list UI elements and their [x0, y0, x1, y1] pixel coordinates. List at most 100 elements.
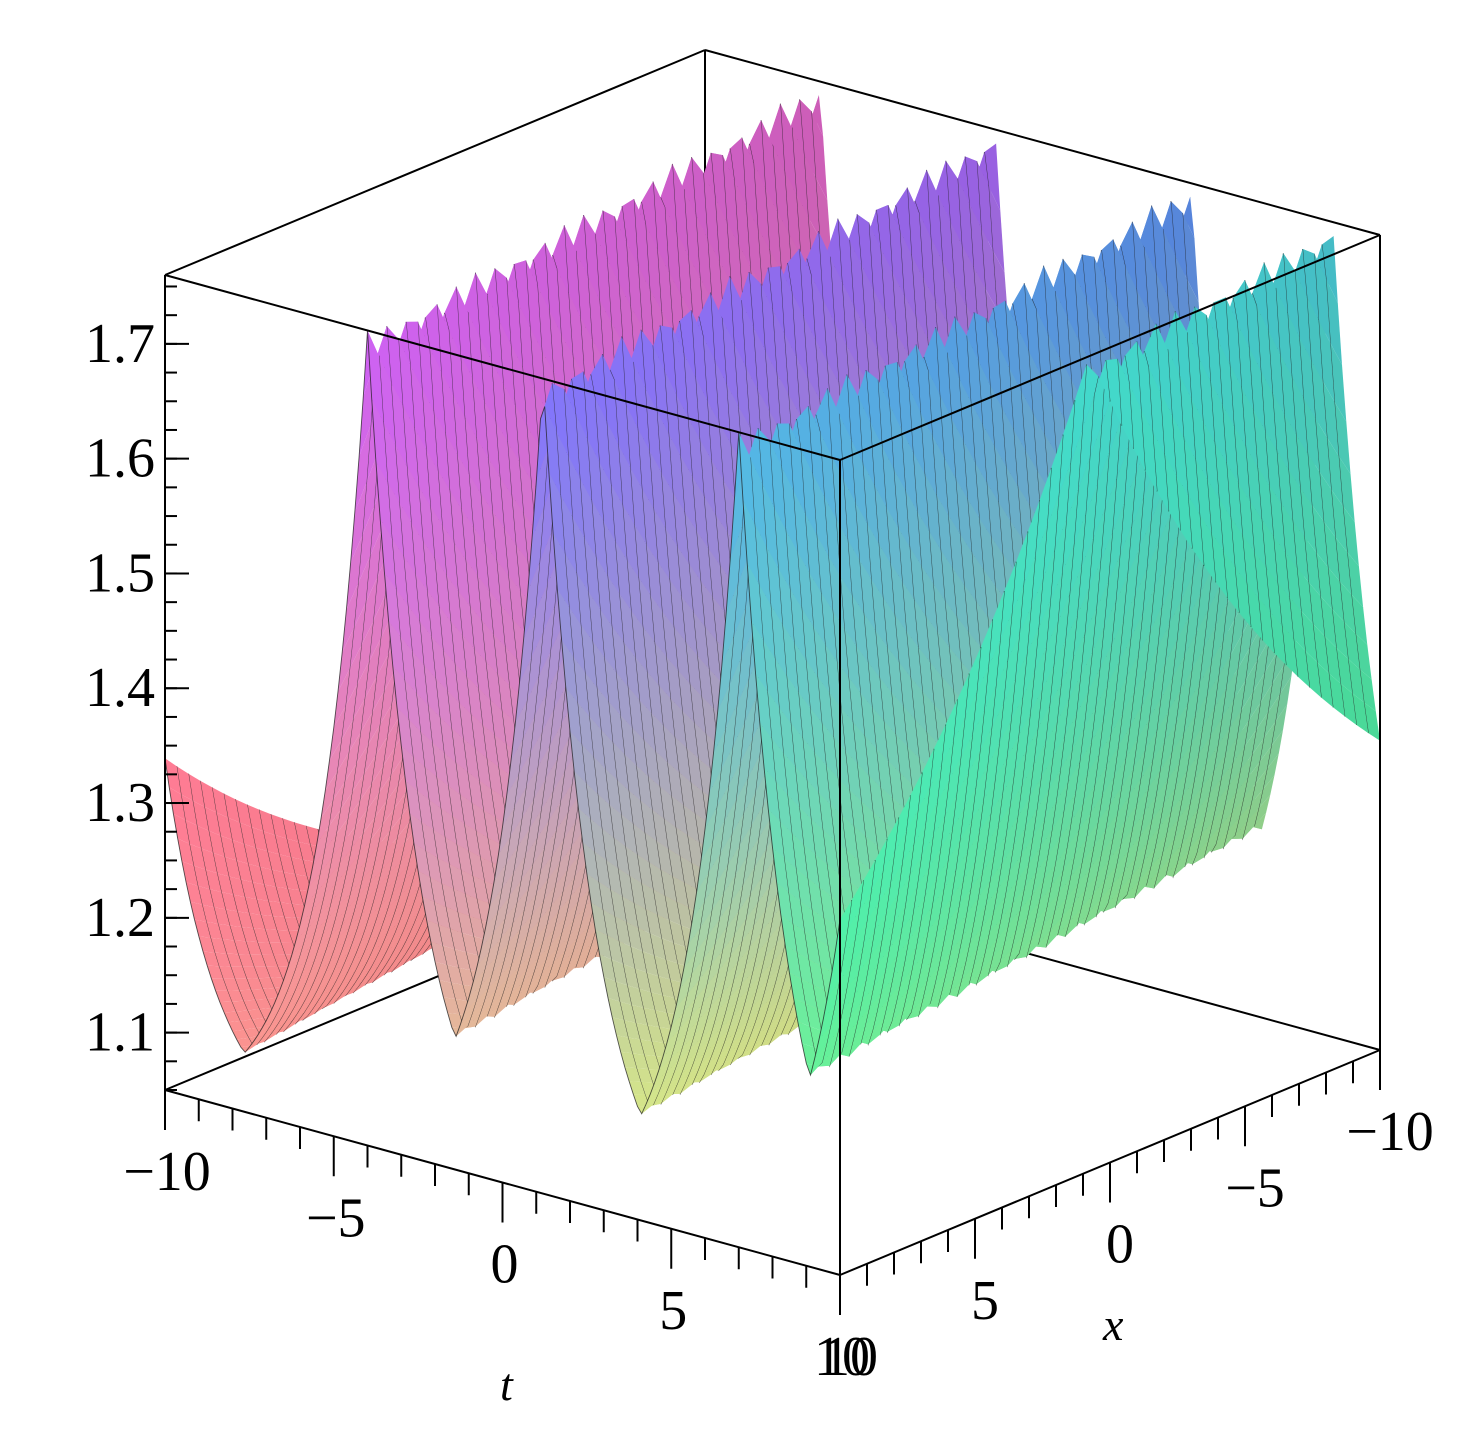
surface-facet — [1245, 446, 1262, 520]
surface-facet — [1172, 415, 1188, 496]
surface-facet — [899, 230, 916, 317]
surface-facet — [1254, 551, 1271, 612]
surface-facet — [1163, 230, 1180, 319]
surface-facet — [765, 187, 782, 272]
surface-facet — [993, 300, 1010, 368]
surface-facet — [1320, 596, 1337, 648]
surface-facet — [1143, 771, 1160, 814]
surface-facet — [1072, 692, 1088, 751]
surface-facet — [1168, 656, 1185, 712]
surface-facet — [703, 172, 720, 262]
surface-facet — [1128, 750, 1145, 798]
surface-facet — [919, 213, 935, 301]
surface-facet — [1028, 820, 1045, 865]
surface-facet — [1149, 663, 1165, 720]
surface-facet — [1063, 762, 1080, 813]
surface-facet — [1268, 330, 1285, 415]
surface-facet — [1082, 254, 1099, 324]
surface-facet — [1316, 552, 1333, 610]
surface-facet — [950, 220, 966, 306]
surface-facet — [861, 264, 878, 350]
surface-facet — [564, 225, 581, 317]
surface-facet — [1132, 221, 1149, 313]
surface-facet — [799, 99, 816, 178]
surface-facet — [1170, 772, 1187, 813]
surface-facet — [1039, 864, 1056, 902]
surface-facet — [1080, 608, 1097, 677]
surface-facet — [1098, 700, 1115, 756]
surface-facet — [1127, 862, 1143, 895]
surface-facet — [818, 231, 835, 323]
surface-facet — [1200, 801, 1217, 836]
surface-facet — [1070, 839, 1087, 879]
surface-facet — [1093, 452, 1110, 539]
surface-facet — [1254, 794, 1271, 826]
surface-facet — [1252, 262, 1269, 331]
surface-facet — [1185, 788, 1202, 826]
surface-facet — [1175, 255, 1192, 341]
surface-facet — [1236, 692, 1253, 739]
surface-facet — [1057, 659, 1073, 723]
surface-facet — [1142, 542, 1159, 615]
surface-facet — [988, 186, 1005, 273]
surface-facet — [868, 222, 885, 312]
surface-facet — [626, 241, 643, 328]
surface-facet — [1175, 311, 1192, 399]
surface-facet — [1170, 201, 1187, 280]
surface-facet — [1086, 795, 1103, 840]
surface-facet — [664, 207, 681, 295]
surface-facet — [1148, 742, 1165, 789]
surface-facet — [1188, 495, 1204, 566]
surface-facet — [1024, 283, 1041, 374]
surface-facet — [1093, 805, 1110, 847]
surface-facet — [1030, 907, 1047, 941]
surface-facet — [1198, 708, 1215, 755]
surface-facet — [1067, 729, 1084, 783]
surface-facet — [1052, 699, 1069, 758]
surface-facet — [1239, 783, 1256, 818]
surface-facet — [1332, 609, 1349, 659]
surface-facet — [1199, 626, 1216, 684]
surface-facet — [1211, 603, 1227, 664]
surface-facet — [1053, 921, 1070, 937]
surface-facet — [1144, 699, 1161, 751]
surface-facet — [1079, 707, 1096, 763]
surface-facet — [976, 161, 993, 251]
surface-facet — [1035, 830, 1052, 873]
surface-facet — [1116, 829, 1133, 867]
surface-facet — [1051, 258, 1068, 317]
surface-facet — [552, 225, 569, 294]
surface-facet — [990, 384, 1006, 467]
surface-facet — [978, 360, 995, 446]
surface-facet — [1322, 381, 1339, 457]
surface-facet — [974, 312, 990, 385]
surface-facet — [1158, 839, 1174, 872]
surface-facet — [784, 333, 801, 416]
surface-facet — [1267, 730, 1283, 769]
surface-facet — [1132, 788, 1149, 830]
surface-facet — [1102, 747, 1119, 796]
surface-facet — [1186, 726, 1203, 773]
surface-facet — [1175, 670, 1192, 724]
surface-facet — [1167, 349, 1184, 438]
surface-facet — [1334, 401, 1351, 474]
surface-facet — [1139, 205, 1156, 273]
surface-facet — [1024, 847, 1041, 889]
surface-facet — [1231, 777, 1248, 813]
surface-facet — [1028, 350, 1045, 434]
surface-facet — [1178, 780, 1195, 820]
surface-facet — [641, 181, 658, 249]
surface-facet — [568, 293, 585, 377]
surface-facet — [1276, 450, 1293, 521]
surface-facet — [1043, 265, 1060, 358]
surface-facet — [938, 195, 955, 284]
surface-facet — [1073, 457, 1090, 545]
surface-facet — [837, 218, 854, 306]
surface-facet — [1067, 316, 1083, 402]
surface-facet — [1318, 320, 1335, 402]
surface-facet — [1016, 326, 1033, 413]
surface-facet — [1092, 860, 1109, 895]
surface-facet — [768, 103, 785, 171]
surface-facet — [1112, 797, 1129, 839]
surface-facet — [1040, 374, 1057, 454]
